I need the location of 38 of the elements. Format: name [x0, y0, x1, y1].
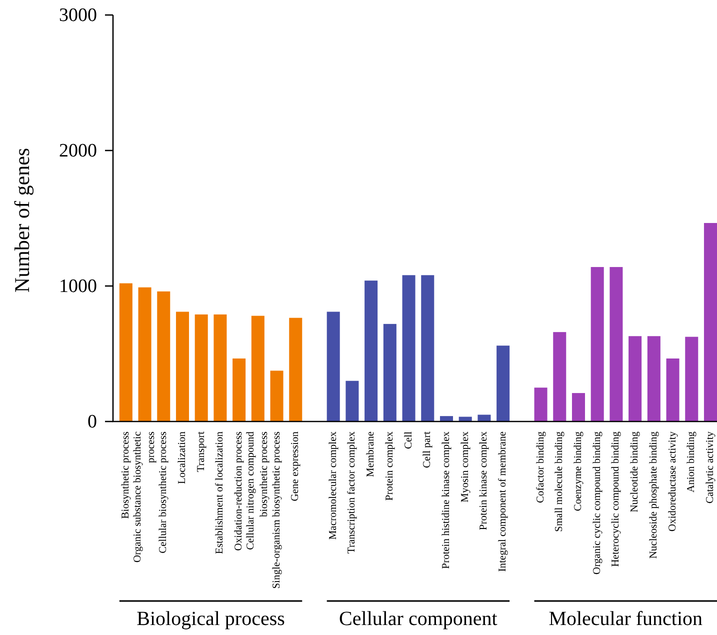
x-tick-label: Establishment of localization: [214, 430, 226, 554]
y-axis-title: Number of genes: [10, 148, 34, 293]
x-tick-label: Cell part: [422, 431, 434, 468]
x-tick-label: Oxidation-reduction process: [234, 432, 245, 551]
x-tick-label: Gene expression: [290, 430, 302, 502]
text: Cellular component: [339, 608, 498, 630]
x-tick-label: Transcription factor complex: [346, 430, 358, 554]
x-tick-label: Macromolecular complex: [328, 430, 339, 540]
x-tick-label: Biosynthetic process: [120, 432, 132, 519]
x-tick-label: Cellular biosynthetic process: [158, 432, 170, 554]
y-tick-label: 1000: [59, 276, 97, 298]
x-tick-label: Protein complex: [384, 430, 396, 501]
x-tick-label: Anion binding: [686, 430, 698, 492]
x-tick-label: Coenzyme binding: [572, 430, 584, 512]
y-tick-label: 2000: [59, 140, 97, 162]
x-tick-label: Integral component of membrane: [498, 431, 509, 572]
x-tick-label: Organic substance biosynthetic process: [132, 431, 158, 563]
x-tick-label: Heterocyclic compound binding: [610, 430, 622, 567]
x-tick-label: Membrane: [366, 431, 377, 477]
x-tick-label: Organic cyclic compound binding: [592, 430, 603, 574]
y-tick-label: 3000: [59, 5, 97, 26]
x-tick-label: Transport: [196, 431, 207, 472]
x-tick-label: Myosin complex: [460, 430, 471, 502]
y-tick-label: 0: [88, 412, 97, 433]
text: Biological process: [136, 608, 286, 630]
text: Molecular function: [548, 608, 703, 630]
x-tick-label: Catalytic activity: [704, 430, 716, 504]
x-tick-label: Protein histidine kinase complex: [440, 430, 452, 569]
x-tick-label: Localization: [176, 430, 188, 484]
x-tick-label: Nucleoside phosphate binding: [648, 430, 660, 559]
x-tick-label: Cell: [403, 431, 414, 449]
x-tick-label: Cellular nitrogen compound biosynthetic process: [246, 430, 270, 550]
x-tick-label: Single-organism biosynthetic process: [271, 432, 282, 589]
x-tick-label: Oxidoreductase activity: [667, 430, 678, 532]
x-tick-label: Small molecule binding: [554, 430, 566, 532]
x-tick-label: Cofactor binding: [535, 430, 546, 503]
x-tick-label: Protein kinase complex: [478, 430, 490, 530]
x-tick-label: Nucleotide binding: [630, 430, 641, 512]
